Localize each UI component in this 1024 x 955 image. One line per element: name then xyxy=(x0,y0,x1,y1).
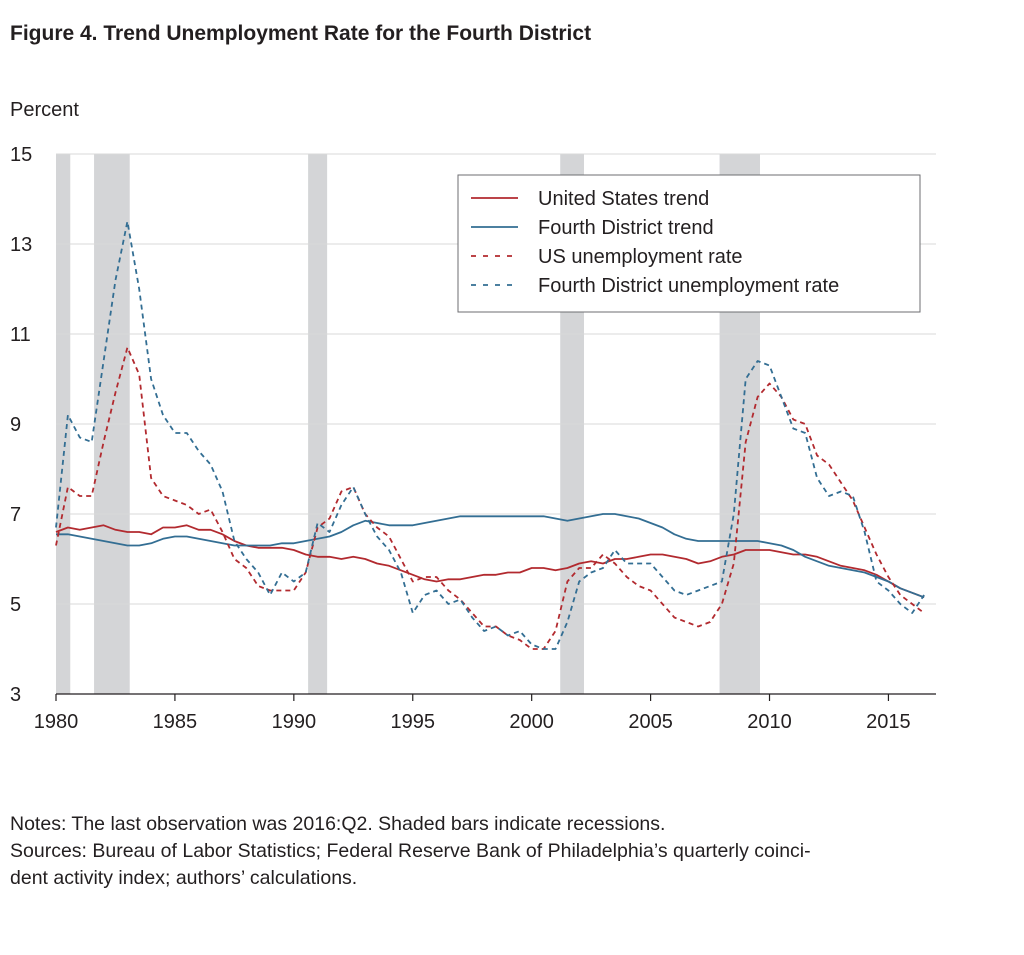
legend-label: Fourth District trend xyxy=(538,217,714,239)
legend-label: US unemployment rate xyxy=(538,246,743,268)
legend-box xyxy=(457,174,921,313)
notes-line: Notes: The last observation was 2016:Q2.… xyxy=(10,813,666,835)
x-tick-label: 1985 xyxy=(153,711,198,733)
x-tick-label: 1980 xyxy=(34,711,79,733)
notes-block: Notes: The last observation was 2016:Q2.… xyxy=(10,811,1010,892)
y-tick-label: 7 xyxy=(10,504,21,526)
legend-label: Fourth District unemployment rate xyxy=(538,275,839,297)
series-line xyxy=(55,346,925,650)
y-tick-label: 3 xyxy=(10,684,21,706)
x-tick-label: 1995 xyxy=(391,711,436,733)
y-tick-label: 5 xyxy=(10,594,21,616)
x-tick-label: 2005 xyxy=(628,711,673,733)
sources-line-continued: dent activity index; authors’ calculatio… xyxy=(10,867,358,889)
x-tick-label: 2015 xyxy=(866,711,911,733)
x-tick-label: 1990 xyxy=(272,711,317,733)
legend-label: United States trend xyxy=(538,188,709,210)
y-tick-label: 15 xyxy=(10,144,32,166)
y-tick-label: 9 xyxy=(10,414,21,436)
sources-line: Sources: Bureau of Labor Statistics; Fed… xyxy=(10,840,811,862)
series-line xyxy=(55,524,925,599)
figure-title: Figure 4. Trend Unemployment Rate for th… xyxy=(10,22,592,45)
y-tick-label: 11 xyxy=(10,324,31,346)
x-tick-label: 2010 xyxy=(747,711,792,733)
legend: United States trend Fourth District trend… xyxy=(457,174,921,313)
y-axis-label: Percent xyxy=(10,99,79,121)
series-line xyxy=(56,513,925,599)
series-line xyxy=(55,220,925,650)
x-tick-label: 2000 xyxy=(509,711,554,733)
y-tick-label: 13 xyxy=(10,234,32,256)
axes: 3 5 7 9 11 13 15 1980 1985 1990 1995 2000 2005 2010 20… xyxy=(10,144,936,733)
series-lines xyxy=(55,220,925,650)
